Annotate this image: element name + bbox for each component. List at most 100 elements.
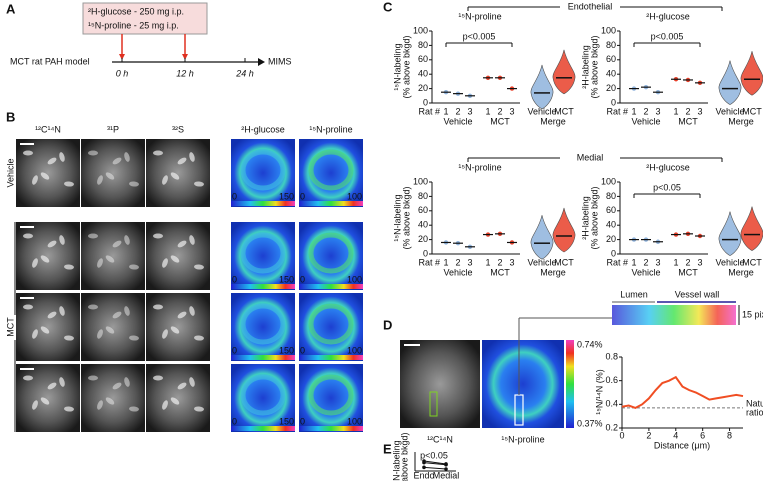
merge-group-label: Vehicle: [527, 257, 556, 267]
colorbar-max: 150: [279, 345, 294, 355]
cell-feature: [88, 375, 98, 381]
cell-feature: [32, 400, 38, 410]
cell-feature: [129, 181, 139, 187]
cell-feature: [47, 382, 57, 390]
secondary-ion-image: [16, 293, 80, 361]
cell-feature: [59, 377, 65, 387]
cell-feature: [32, 258, 38, 268]
cell-feature: [97, 329, 103, 339]
secondary-ion-image: [146, 364, 210, 432]
cell-feature: [59, 235, 65, 245]
cell-feature: [177, 311, 187, 319]
colorbar: [299, 201, 363, 206]
plot-title: ²H-glucose: [646, 11, 690, 21]
image-label: ¹²C¹⁴N: [427, 434, 453, 444]
paired-line: [423, 462, 447, 466]
colorbar-max: 100: [347, 191, 362, 201]
vessel-ring: [240, 232, 286, 274]
cell-feature: [124, 377, 130, 387]
secondary-ion-image: [16, 222, 80, 290]
y-tick-label: 0.8: [605, 351, 618, 361]
x-tick-label: 6: [700, 430, 705, 440]
model-label: MCT rat PAH model: [10, 56, 90, 66]
y-tick-label: 80: [606, 191, 616, 201]
secondary-ion-image: [400, 340, 480, 428]
merge-group-label: MCT: [554, 106, 574, 116]
rat-number: 2: [497, 106, 502, 116]
paired-dot: [422, 460, 426, 465]
image-label: ¹⁵N-proline: [501, 434, 544, 444]
rat-number: 3: [655, 257, 660, 267]
y-axis-label: ¹⁵N-labeling: [391, 440, 401, 481]
annotation: Natural: [746, 398, 763, 408]
secondary-ion-image: [146, 222, 210, 290]
cell-feature: [64, 335, 74, 341]
p-value: p<0.05: [653, 182, 681, 192]
y-tick-label: 40: [418, 69, 428, 79]
rat-label: Rat #: [418, 106, 440, 116]
violin: [552, 49, 576, 95]
merge-label: Merge: [728, 267, 754, 277]
group-label: Vehicle: [631, 267, 660, 277]
y-tick-label: 20: [606, 83, 616, 93]
rat-number: 3: [655, 106, 660, 116]
colorbar-max: 150: [279, 416, 294, 426]
merge-group-label: MCT: [554, 257, 574, 267]
colorbar: [231, 355, 295, 360]
violin: [740, 206, 763, 251]
paired-dot: [444, 462, 448, 467]
merge-group-label: MCT: [742, 257, 762, 267]
colorbar: [299, 426, 363, 431]
endpoint-label: MIMS: [268, 56, 292, 66]
cell-feature: [194, 264, 204, 270]
rat-number: 2: [497, 257, 502, 267]
cell-feature: [88, 304, 98, 310]
y-axis-label: ¹⁵N-labeling: [392, 43, 402, 90]
merge-label: Merge: [728, 116, 754, 126]
cell-feature: [40, 326, 50, 334]
y-tick-label: 80: [418, 191, 428, 201]
cell-feature: [47, 157, 57, 165]
time-label: 24 h: [235, 68, 254, 78]
rat-number: 3: [697, 257, 702, 267]
secondary-ion-image: [16, 364, 80, 432]
merge-group-label: Vehicle: [715, 257, 744, 267]
cell-feature: [40, 172, 50, 180]
cell-feature: [177, 382, 187, 390]
cell-feature: [162, 400, 168, 410]
cell-feature: [129, 406, 139, 412]
cell-feature: [112, 311, 122, 319]
rat-number: 3: [697, 106, 702, 116]
cell-feature: [112, 382, 122, 390]
y-axis-label: (% above bkgd): [401, 35, 411, 98]
cell-feature: [64, 181, 74, 187]
x-tick-label: 0: [619, 430, 624, 440]
vessel-ring: [308, 303, 354, 345]
cell-feature: [189, 152, 195, 162]
column-header: ¹²C¹⁴N: [35, 124, 61, 134]
group-label: MCT: [490, 267, 510, 277]
secondary-ion-image: [146, 139, 210, 207]
merge-group-label: Vehicle: [715, 106, 744, 116]
secondary-ion-image: [81, 139, 145, 207]
colorbar: [231, 426, 295, 431]
panel-letter: D: [383, 317, 392, 332]
cell-feature: [112, 240, 122, 248]
cell-feature: [194, 335, 204, 341]
colorbar-min: 0: [232, 274, 237, 284]
cell-feature: [177, 157, 187, 165]
cell-feature: [124, 306, 130, 316]
colorbar-min: 0: [232, 345, 237, 355]
y-tick-label: 0: [423, 248, 428, 258]
y-tick-label: 60: [418, 54, 428, 64]
paired-line: [423, 466, 447, 470]
violin: [718, 60, 742, 105]
cell-feature: [105, 326, 115, 334]
y-axis-label: (% above bkgd): [399, 432, 409, 481]
arrow-head: [182, 54, 188, 60]
dose-text: ¹⁵N-proline - 25 mg i.p.: [88, 20, 179, 30]
secondary-ion-image: [16, 139, 80, 207]
cell-feature: [23, 150, 33, 156]
cell-feature: [97, 258, 103, 268]
y-tick-label: 0.4: [605, 399, 618, 409]
